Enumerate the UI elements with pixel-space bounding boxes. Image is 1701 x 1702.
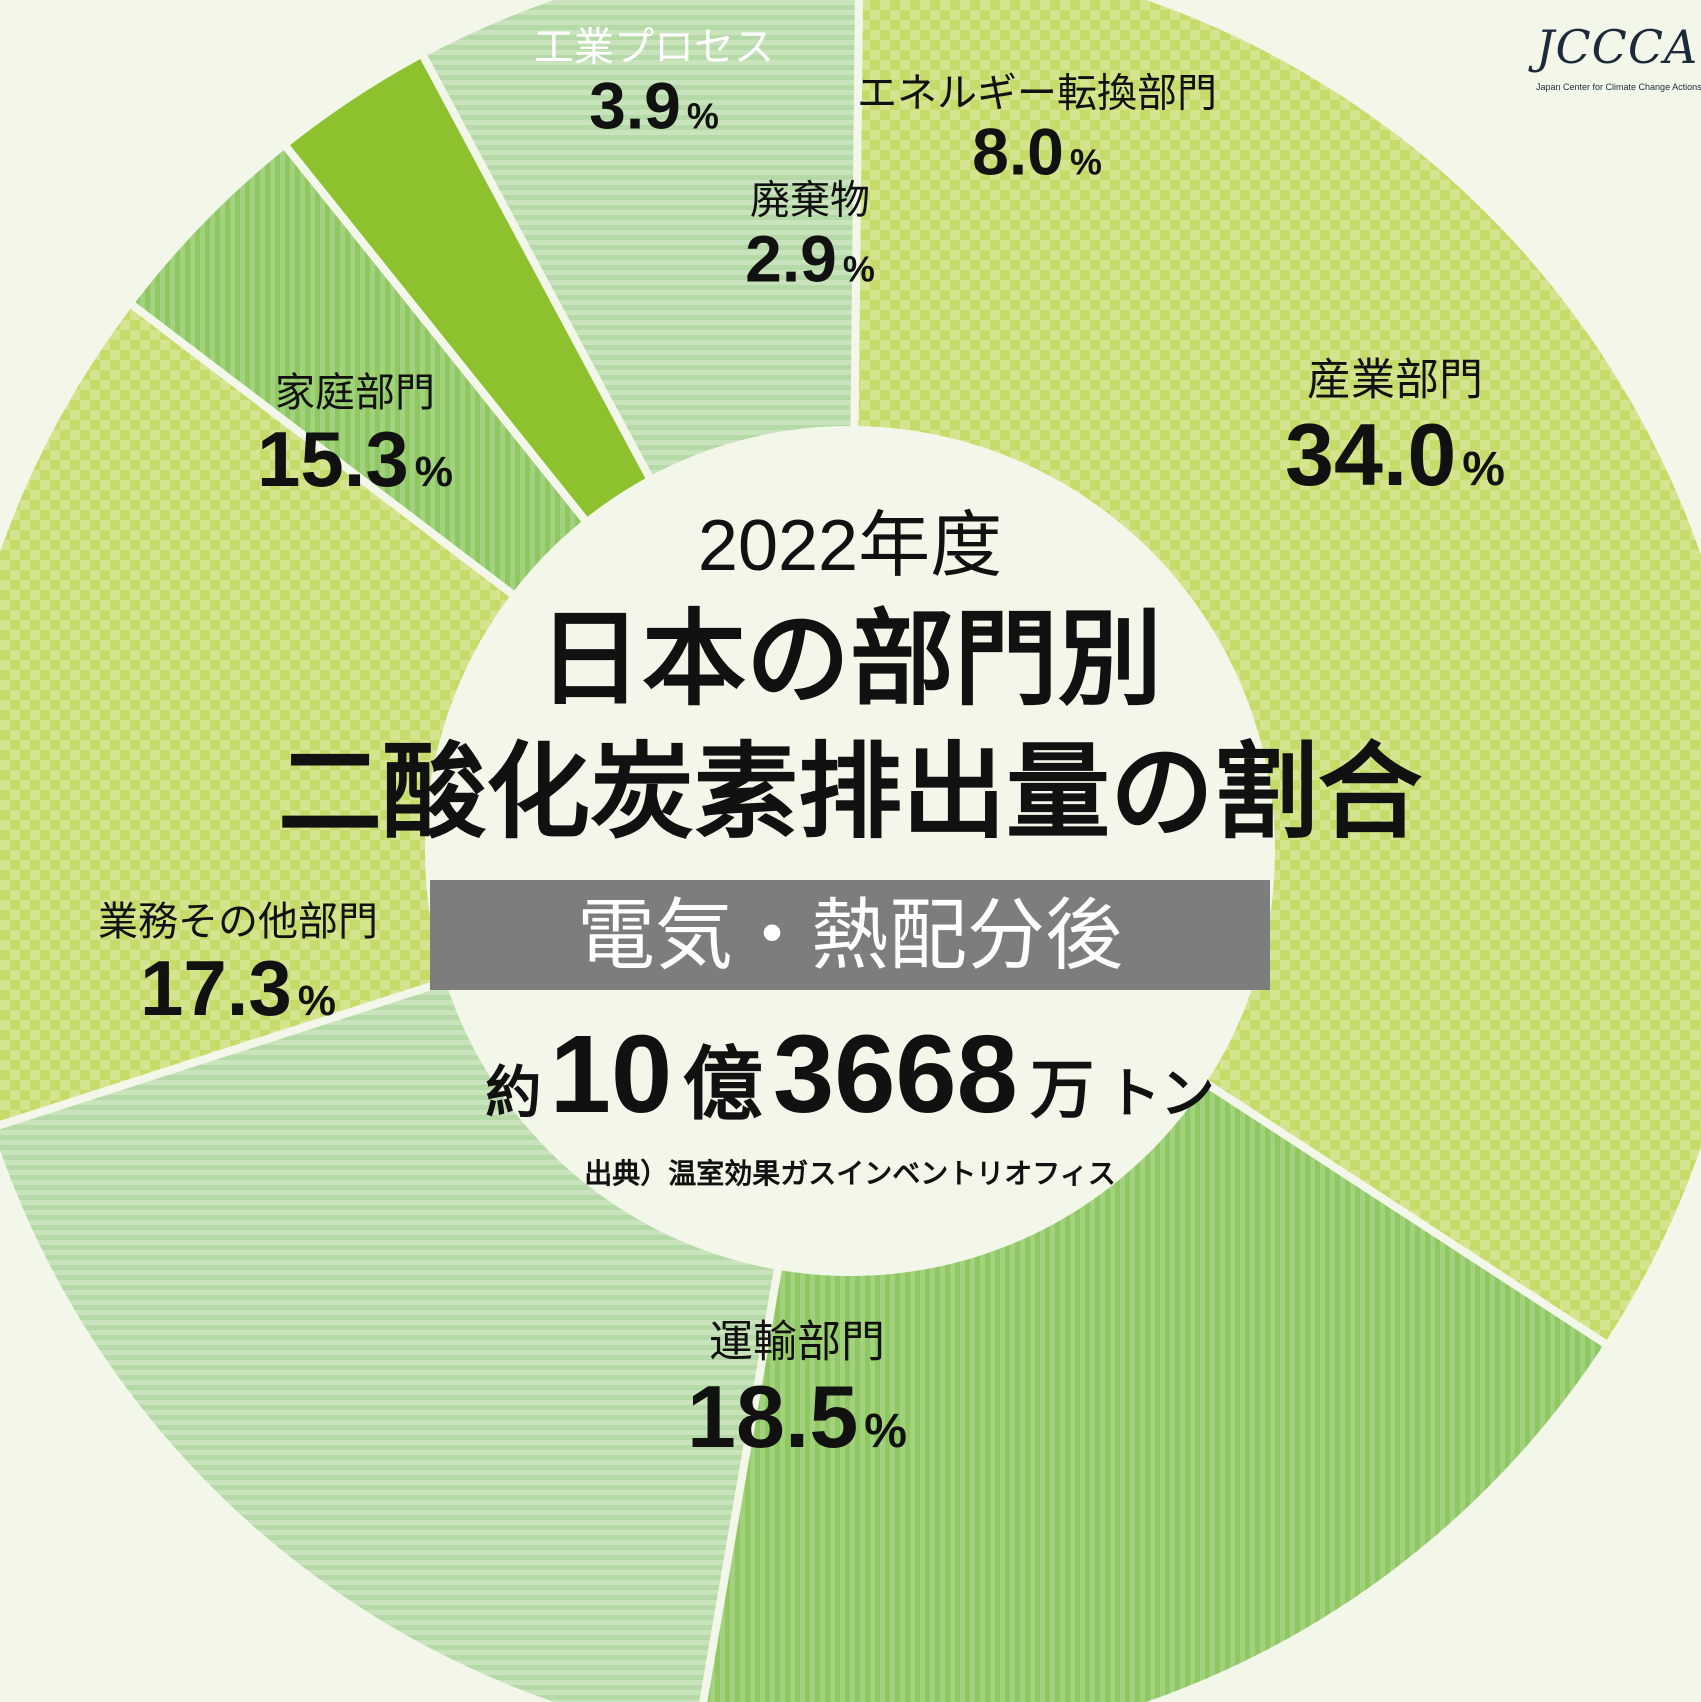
jccca-logo: JCCCA Japan Center for Climate Change Ac… [1536,16,1701,100]
slice-value-4: 3.9% [589,68,719,142]
total-unit-3: トン [1107,1064,1215,1124]
chart-title-line2: 二酸化炭素排出量の割合 [278,731,1422,853]
slice-label-6: エネルギー転換部門 [857,70,1217,116]
slice-value-number-1: 18.5 [687,1367,858,1466]
slice-label-1: 運輸部門 [709,1316,885,1367]
total-unit-1: 億 [683,1040,763,1129]
total-emissions: 約 10 億 3668 万 トン [485,1013,1214,1136]
band-label: 電気・熱配分後 [577,891,1123,981]
band-background [430,880,1270,990]
slice-value-number-4: 3.9 [589,68,681,142]
total-prefix: 約 [485,1061,541,1124]
slice-value-3: 15.3% [257,415,453,503]
slice-label-4: 工業プロセス [534,24,774,70]
logo-subtitle: Japan Center for Climate Change Actions [1536,82,1701,92]
slice-3 [0,297,859,1130]
logo-mark: JCCCA [1536,20,1699,74]
slice-value-1: 18.5% [687,1367,907,1466]
slice-0 [845,0,1701,1352]
slice-label-2: 業務その他部門 [98,899,378,945]
slice-value-unit-6: % [1070,141,1102,182]
slice-value-0: 34.0% [1285,405,1505,504]
slice-value-2: 17.3% [140,944,336,1032]
total-number-2: 3668 [773,1013,1018,1136]
chart-title-line1: 日本の部門別 [538,598,1162,720]
slice-value-unit-5: % [843,248,875,289]
slice-value-unit-4: % [687,95,719,136]
slice-label-0: 産業部門 [1307,354,1483,405]
slice-value-number-3: 15.3 [257,415,409,503]
center-block: 2022年度 日本の部門別 二酸化炭素排出量の割合 電気・熱配分後 約 10 億… [278,506,1422,1190]
total-number-1: 10 [550,1013,672,1136]
slice-value-6: 8.0% [972,114,1102,188]
source-note: 出典）温室効果ガスインベントリオフィス [584,1157,1115,1190]
slice-value-number-0: 34.0 [1285,405,1456,504]
slice-label-3: 家庭部門 [275,370,435,416]
slice-value-number-2: 17.3 [140,944,292,1032]
slice-label-5: 廃棄物 [750,177,870,223]
slice-value-number-5: 2.9 [745,221,837,295]
donut-hole [425,426,1275,1276]
slice-value-5: 2.9% [745,221,875,295]
total-unit-2: 万 [1030,1054,1094,1126]
year-label: 2022年度 [698,506,1002,586]
slice-value-unit-3: % [415,448,453,496]
slice-value-unit-1: % [864,1405,907,1458]
slice-value-unit-0: % [1462,443,1505,496]
slice-value-number-6: 8.0 [972,114,1064,188]
slice-value-unit-2: % [298,977,336,1025]
